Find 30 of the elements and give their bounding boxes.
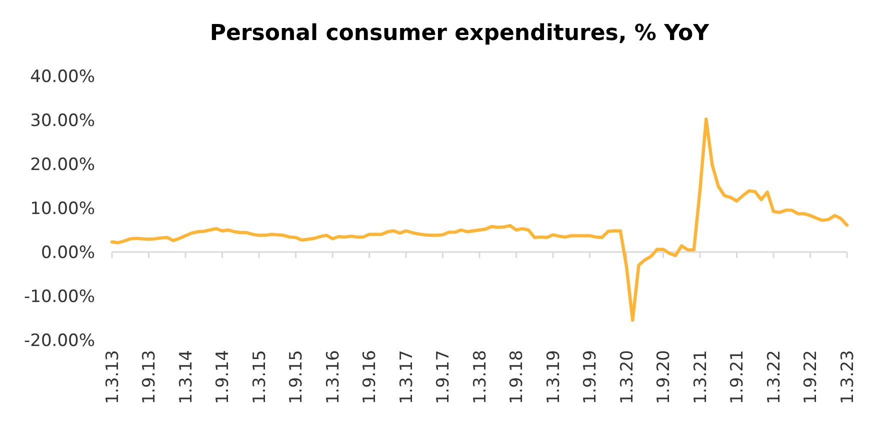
x-tick-label: 1.3.18: [470, 350, 490, 404]
y-tick-label: 40.00%: [30, 66, 95, 87]
x-tick-label: 1.9.13: [140, 350, 160, 404]
x-tick-label: 1.3.21: [690, 350, 711, 404]
y-tick-label: 20.00%: [30, 154, 95, 175]
x-tick-label: 1.3.13: [102, 350, 123, 404]
chart-title: Personal consumer expenditures, % YoY: [210, 21, 710, 46]
x-tick-label: 1.9.15: [286, 350, 307, 404]
x-tick-label: 1.9.16: [360, 350, 380, 404]
y-tick-label: 10.00%: [30, 198, 95, 219]
x-tick-label: 1.3.20: [617, 350, 638, 404]
x-tick-label: 1.3.14: [176, 350, 196, 404]
x-tick-label: 1.9.20: [654, 350, 674, 404]
x-tick-label: 1.9.19: [580, 350, 601, 404]
x-tick-label: 1.9.22: [801, 350, 822, 404]
x-tick-label: 1.9.17: [434, 350, 454, 404]
y-tick-label: -10.00%: [24, 286, 95, 307]
x-tick-label: 1.9.14: [213, 350, 234, 404]
x-tick-label: 1.9.21: [728, 350, 748, 404]
x-tick-label: 1.3.15: [250, 350, 270, 404]
y-tick-label: 0.00%: [40, 242, 95, 263]
line-series: [110, 118, 849, 322]
x-tick-label: 1.3.19: [544, 350, 564, 404]
x-tick-label: 1.3.17: [396, 350, 417, 404]
y-tick-label: -20.00%: [24, 330, 95, 351]
y-tick-label: 30.00%: [30, 110, 95, 131]
x-tick-label: 1.3.22: [764, 350, 784, 404]
x-tick-label: 1.3.23: [838, 350, 858, 404]
x-tick-label: 1.3.16: [323, 350, 344, 404]
x-tick-label: 1.9.18: [507, 350, 528, 404]
